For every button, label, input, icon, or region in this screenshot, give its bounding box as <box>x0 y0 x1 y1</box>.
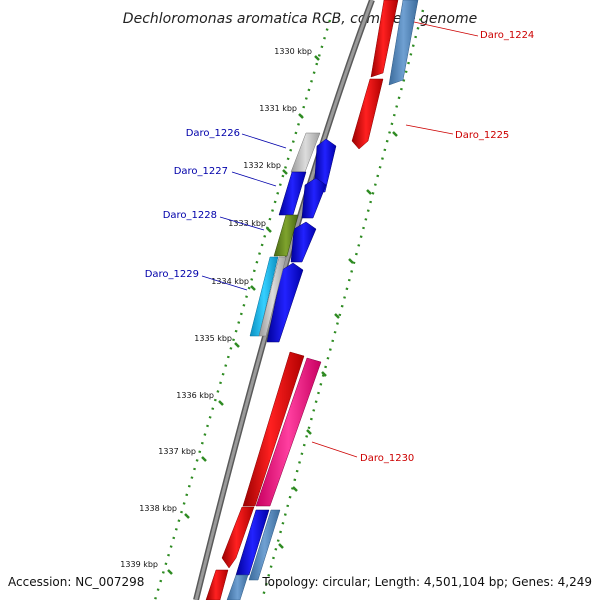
label-daro-1226[interactable]: Daro_1226 <box>186 128 240 139</box>
gene-blue-outer-2[interactable] <box>301 177 327 219</box>
gene-daro-1229-neighbor[interactable] <box>258 256 287 337</box>
inner-ticks <box>167 55 320 575</box>
gene-steel-lower[interactable] <box>248 509 281 581</box>
tick-label-1331: 1331 kbp <box>259 104 297 113</box>
gene-daro-1230[interactable] <box>255 357 322 507</box>
gene-red-lower-2[interactable] <box>221 506 255 569</box>
gene-blue-outer-4[interactable] <box>266 262 304 343</box>
gene-red-lower-1[interactable] <box>242 351 305 507</box>
gene-blue-lower[interactable] <box>235 509 270 576</box>
label-leaders <box>201 21 479 458</box>
gene-blue-outer-3[interactable] <box>290 221 317 263</box>
accession-text: Accession: NC_007298 <box>8 575 144 589</box>
tick-label-1332: 1332 kbp <box>243 161 281 170</box>
topology-text: Topology: circular; Length: 4,501,104 bp… <box>261 575 592 589</box>
gene-daro-1228[interactable] <box>273 214 299 257</box>
tick-label-1335: 1335 kbp <box>194 334 232 343</box>
gene-daro-1225[interactable] <box>351 78 384 150</box>
gene-steel-top[interactable] <box>388 0 419 86</box>
label-daro-1228[interactable]: Daro_1228 <box>163 210 217 221</box>
gene-daro-1224[interactable] <box>370 0 399 78</box>
label-daro-1224[interactable]: Daro_1224 <box>480 30 534 41</box>
label-daro-1230[interactable]: Daro_1230 <box>360 453 414 464</box>
gene-red-bottom[interactable] <box>205 569 229 600</box>
genome-backbone <box>194 0 374 600</box>
tick-label-1334: 1334 kbp <box>211 277 249 286</box>
outer-ticks <box>278 17 414 549</box>
gene-steel-bottom[interactable] <box>226 574 249 600</box>
label-daro-1225[interactable]: Daro_1225 <box>455 130 509 141</box>
tick-label-1337: 1337 kbp <box>158 447 196 456</box>
tick-label-1339: 1339 kbp <box>120 560 158 569</box>
label-daro-1227[interactable]: Daro_1227 <box>174 166 228 177</box>
tick-label-1330: 1330 kbp <box>274 47 312 56</box>
tick-label-1336: 1336 kbp <box>176 391 214 400</box>
tick-label-1338: 1338 kbp <box>139 504 177 513</box>
label-daro-1229[interactable]: Daro_1229 <box>145 269 199 280</box>
tick-label-1333: 1333 kbp <box>228 219 266 228</box>
